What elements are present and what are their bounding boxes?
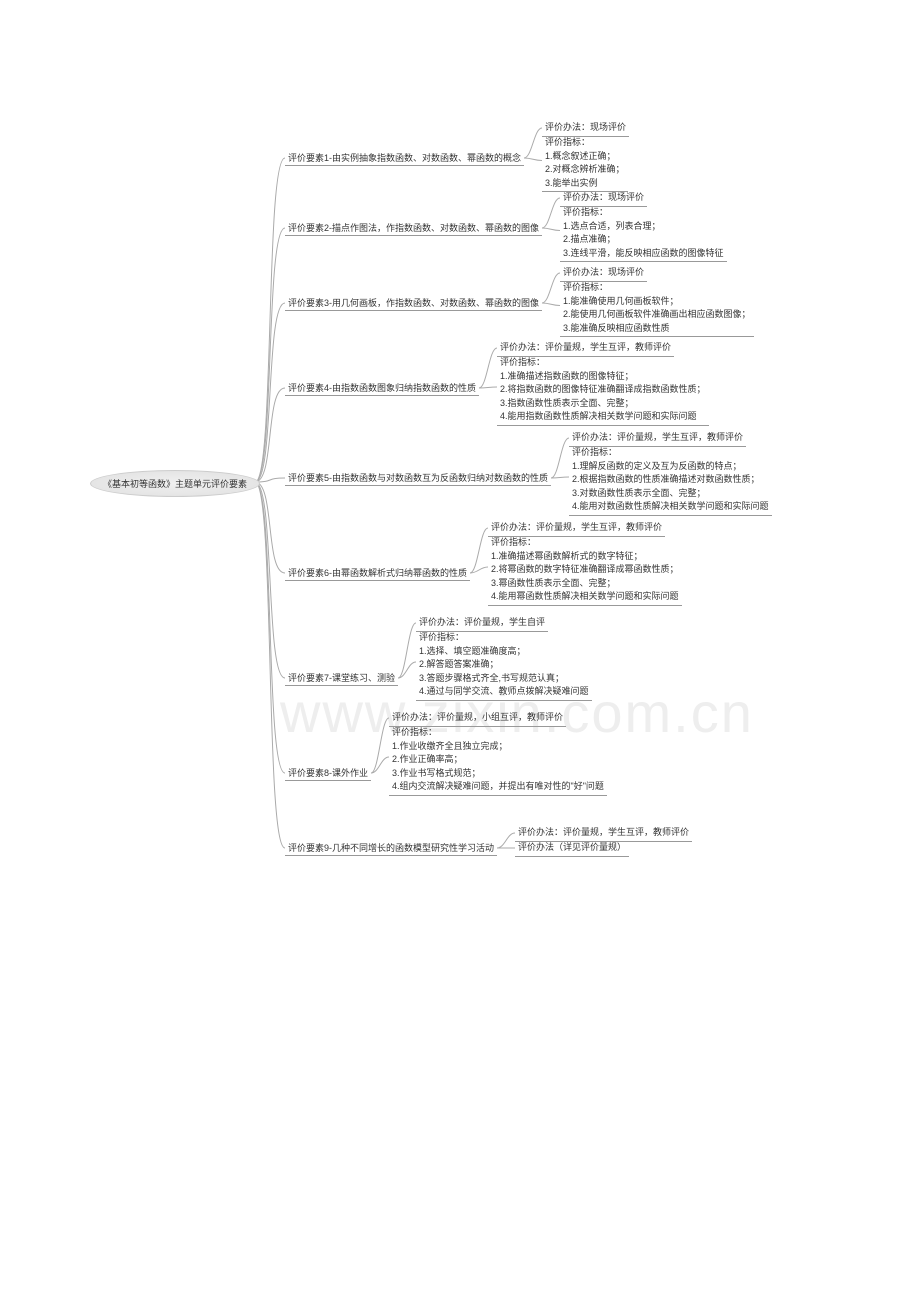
branch-node-8: 评价要素8-课外作业 (285, 765, 371, 781)
extra-leaf: 评价办法（详见评价量规） (515, 840, 629, 857)
indicator-item: 3.连线平滑，能反映相应函数的图像特征 (563, 247, 724, 261)
indicator-item: 3.幂函数性质表示全面、完整； (491, 577, 679, 591)
indicator-item: 2.描点准确； (563, 233, 724, 247)
indicator-block: 评价指标：1.作业收缴齐全且独立完成；2.作业正确率高；3.作业书写格式规范；4… (389, 725, 607, 796)
indicator-header: 评价指标： (563, 206, 724, 220)
branch-label: 评价要素1-由实例抽象指数函数、对数函数、幂函数的概念 (285, 150, 524, 166)
indicator-header: 评价指标： (545, 136, 625, 150)
branch-node-2: 评价要素2-描点作图法，作指数函数、对数函数、幂函数的图像 (285, 220, 542, 236)
indicator-item: 2.对概念辨析准确； (545, 163, 625, 177)
indicator-item: 4.组内交流解决疑难问题，并提出有唯对性的"好"问题 (392, 780, 604, 794)
branch-label: 评价要素5-由指数函数与对数函数互为反函数归纳对数函数的性质 (285, 470, 551, 486)
indicator-block: 评价指标：1.准确描述幂函数解析式的数字特征；2.将幂函数的数字特征准确翻译成幂… (488, 535, 682, 606)
indicator-header: 评价指标： (491, 536, 679, 550)
branch-label: 评价要素8-课外作业 (285, 765, 371, 781)
indicator-block: 评价指标：1.选择、填空题准确度高；2.解答题答案准确；3.答题步骤格式齐全,书… (416, 630, 592, 701)
indicator-leaf: 评价指标：1.选点合适，列表合理；2.描点准确；3.连线平滑，能反映相应函数的图… (560, 205, 727, 262)
indicator-item: 1.准确描述幂函数解析式的数字特征； (491, 550, 679, 564)
indicator-leaf: 评价指标：1.概念叙述正确；2.对概念辨析准确；3.能举出实例 (542, 135, 628, 192)
branch-node-9: 评价要素9-几种不同增长的函数模型研究性学习活动 (285, 840, 497, 856)
branch-node-6: 评价要素6-由幂函数解析式归纳幂函数的性质 (285, 565, 470, 581)
indicator-item: 4.能用对数函数性质解决相关数学问题和实际问题 (572, 500, 769, 514)
indicator-item: 3.能举出实例 (545, 177, 625, 191)
indicator-item: 1.理解反函数的定义及互为反函数的特点； (572, 460, 769, 474)
branch-label: 评价要素7-课堂练习、测验 (285, 670, 398, 686)
root-node: 《基本初等函数》主题单元评价要素 (90, 470, 260, 497)
indicator-item: 4.通过与同学交流、教师点拨解决疑难问题 (419, 685, 589, 699)
indicator-item: 3.答题步骤格式齐全,书写规范认真； (419, 672, 589, 686)
indicator-item: 1.概念叙述正确； (545, 150, 625, 164)
indicator-header: 评价指标： (563, 281, 751, 295)
indicator-item: 2.根据指数函数的性质准确描述对数函数性质； (572, 473, 769, 487)
indicator-item: 2.能使用几何画板软件准确画出相应函数图像； (563, 308, 751, 322)
indicator-item: 3.能准确反映相应函数性质 (563, 322, 751, 336)
indicator-item: 2.作业正确率高； (392, 753, 604, 767)
indicator-leaf: 评价指标：1.能准确使用几何画板软件；2.能使用几何画板软件准确画出相应函数图像… (560, 280, 754, 337)
indicator-header: 评价指标： (392, 726, 604, 740)
indicator-leaf: 评价指标：1.选择、填空题准确度高；2.解答题答案准确；3.答题步骤格式齐全,书… (416, 630, 592, 701)
indicator-leaf: 评价指标：1.作业收缴齐全且独立完成；2.作业正确率高；3.作业书写格式规范；4… (389, 725, 607, 796)
indicator-item: 4.能用指数函数性质解决相关数学问题和实际问题 (500, 410, 706, 424)
indicator-item: 3.对数函数性质表示全面、完整； (572, 487, 769, 501)
indicator-item: 2.将指数函数的图像特征准确翻译成指数函数性质； (500, 383, 706, 397)
indicator-item: 4.能用幂函数性质解决相关数学问题和实际问题 (491, 590, 679, 604)
indicator-item: 1.选点合适，列表合理； (563, 220, 724, 234)
indicator-item: 1.准确描述指数函数的图像特征； (500, 370, 706, 384)
branch-label: 评价要素3-用几何画板，作指数函数、对数函数、幂函数的图像 (285, 295, 542, 311)
indicator-header: 评价指标： (419, 631, 589, 645)
indicator-item: 3.指数函数性质表示全面、完整； (500, 397, 706, 411)
indicator-item: 2.将幂函数的数字特征准确翻译成幂函数性质； (491, 563, 679, 577)
indicator-item: 3.作业书写格式规范； (392, 767, 604, 781)
branch-label: 评价要素4-由指数函数图象归纳指数函数的性质 (285, 380, 479, 396)
indicator-block: 评价指标：1.理解反函数的定义及互为反函数的特点；2.根据指数函数的性质准确描述… (569, 445, 772, 516)
indicator-item: 2.解答题答案准确； (419, 658, 589, 672)
branch-node-4: 评价要素4-由指数函数图象归纳指数函数的性质 (285, 380, 479, 396)
indicator-leaf: 评价指标：1.理解反函数的定义及互为反函数的特点；2.根据指数函数的性质准确描述… (569, 445, 772, 516)
branch-node-1: 评价要素1-由实例抽象指数函数、对数函数、幂函数的概念 (285, 150, 524, 166)
indicator-item: 1.作业收缴齐全且独立完成； (392, 740, 604, 754)
indicator-block: 评价指标：1.能准确使用几何画板软件；2.能使用几何画板软件准确画出相应函数图像… (560, 280, 754, 337)
branch-node-3: 评价要素3-用几何画板，作指数函数、对数函数、幂函数的图像 (285, 295, 542, 311)
indicator-item: 1.能准确使用几何画板软件； (563, 295, 751, 309)
branch-node-7: 评价要素7-课堂练习、测验 (285, 670, 398, 686)
indicator-leaf: 评价指标：1.准确描述幂函数解析式的数字特征；2.将幂函数的数字特征准确翻译成幂… (488, 535, 682, 606)
indicator-leaf: 评价指标：1.准确描述指数函数的图像特征；2.将指数函数的图像特征准确翻译成指数… (497, 355, 709, 426)
branch-label: 评价要素9-几种不同增长的函数模型研究性学习活动 (285, 840, 497, 856)
branch-label: 评价要素6-由幂函数解析式归纳幂函数的性质 (285, 565, 470, 581)
branch-label: 评价要素2-描点作图法，作指数函数、对数函数、幂函数的图像 (285, 220, 542, 236)
indicator-block: 评价指标：1.选点合适，列表合理；2.描点准确；3.连线平滑，能反映相应函数的图… (560, 205, 727, 262)
indicator-item: 1.选择、填空题准确度高； (419, 645, 589, 659)
branch-node-5: 评价要素5-由指数函数与对数函数互为反函数归纳对数函数的性质 (285, 470, 551, 486)
indicator-header: 评价指标： (500, 356, 706, 370)
indicator-block: 评价指标：1.准确描述指数函数的图像特征；2.将指数函数的图像特征准确翻译成指数… (497, 355, 709, 426)
extra-text: 评价办法（详见评价量规） (515, 840, 629, 857)
indicator-header: 评价指标： (572, 446, 769, 460)
indicator-block: 评价指标：1.概念叙述正确；2.对概念辨析准确；3.能举出实例 (542, 135, 628, 192)
